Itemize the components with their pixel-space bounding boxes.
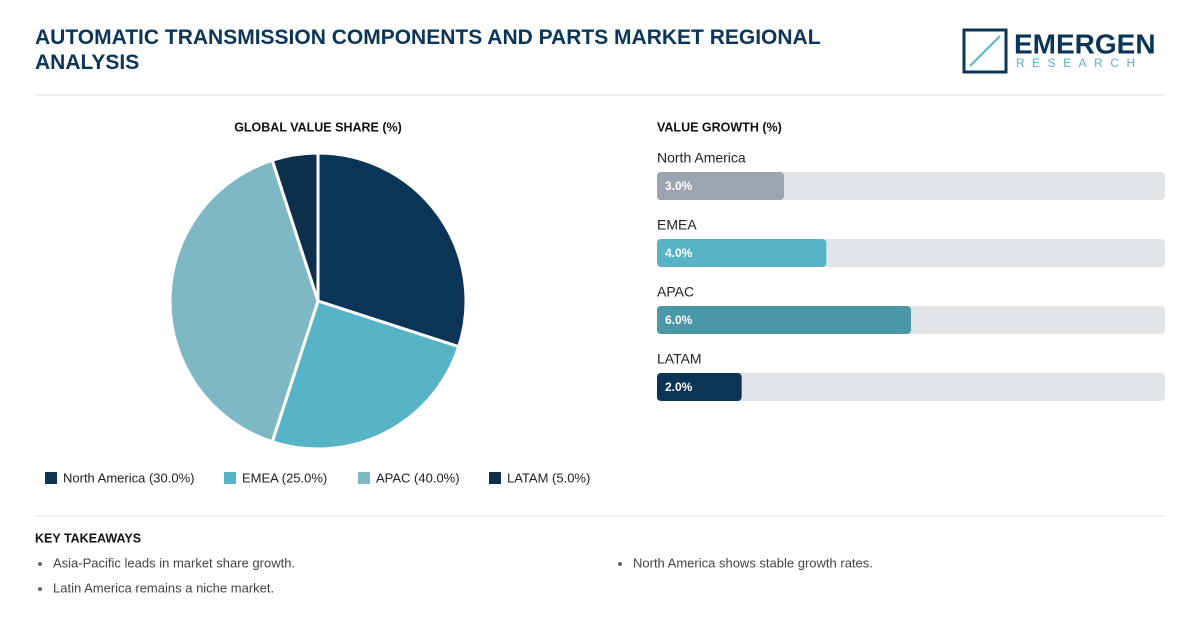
- bar-title: VALUE GROWTH (%): [657, 120, 782, 134]
- pie-slice: [316, 151, 468, 349]
- bullet: [38, 562, 42, 566]
- takeaway: North America shows stable growth rates.: [633, 555, 873, 570]
- bullet: [38, 587, 42, 591]
- bar-value-label: 2.0%: [665, 380, 693, 394]
- legend-swatch: [358, 472, 370, 484]
- bar: [657, 239, 827, 267]
- logo-tagline: RESEARCH: [1016, 56, 1143, 70]
- bar: [657, 172, 784, 200]
- legend-label: EMEA (25.0%): [242, 470, 327, 485]
- pie-title: GLOBAL VALUE SHARE (%): [234, 120, 402, 134]
- bar: [657, 373, 742, 401]
- legend-swatch: [489, 472, 501, 484]
- legend-swatch: [45, 472, 57, 484]
- page-title: AUTOMATIC TRANSMISSION COMPONENTS AND PA…: [35, 26, 821, 74]
- takeaway: Asia-Pacific leads in market share growt…: [53, 555, 295, 570]
- category-label: North America: [657, 150, 746, 166]
- pie-slice: [270, 151, 320, 302]
- takeaways-title: KEY TAKEAWAYS: [35, 531, 141, 545]
- logo-name: EMERGEN: [1014, 28, 1156, 59]
- bar-value-label: 6.0%: [665, 313, 693, 327]
- logo: EMERGEN RESEARCH: [962, 28, 1156, 74]
- category-label: APAC: [657, 284, 694, 300]
- logo-icon: [962, 28, 1008, 74]
- pie-slice: [168, 158, 320, 444]
- legend-label: LATAM (5.0%): [507, 470, 590, 485]
- bar-track: [657, 373, 1165, 401]
- legend-swatch: [224, 472, 236, 484]
- legend-label: APAC (40.0%): [376, 470, 460, 485]
- bar-value-label: 4.0%: [665, 246, 693, 260]
- bullet: [618, 562, 622, 566]
- category-label: EMEA: [657, 217, 697, 233]
- bar-value-label: 3.0%: [665, 179, 693, 193]
- legend-label: North America (30.0%): [63, 470, 195, 485]
- logo-icon-stroke: [969, 35, 1001, 67]
- pie-slice: [270, 299, 461, 451]
- category-label: LATAM: [657, 351, 702, 367]
- bar: [657, 306, 911, 334]
- takeaway: Latin America remains a niche market.: [53, 580, 274, 595]
